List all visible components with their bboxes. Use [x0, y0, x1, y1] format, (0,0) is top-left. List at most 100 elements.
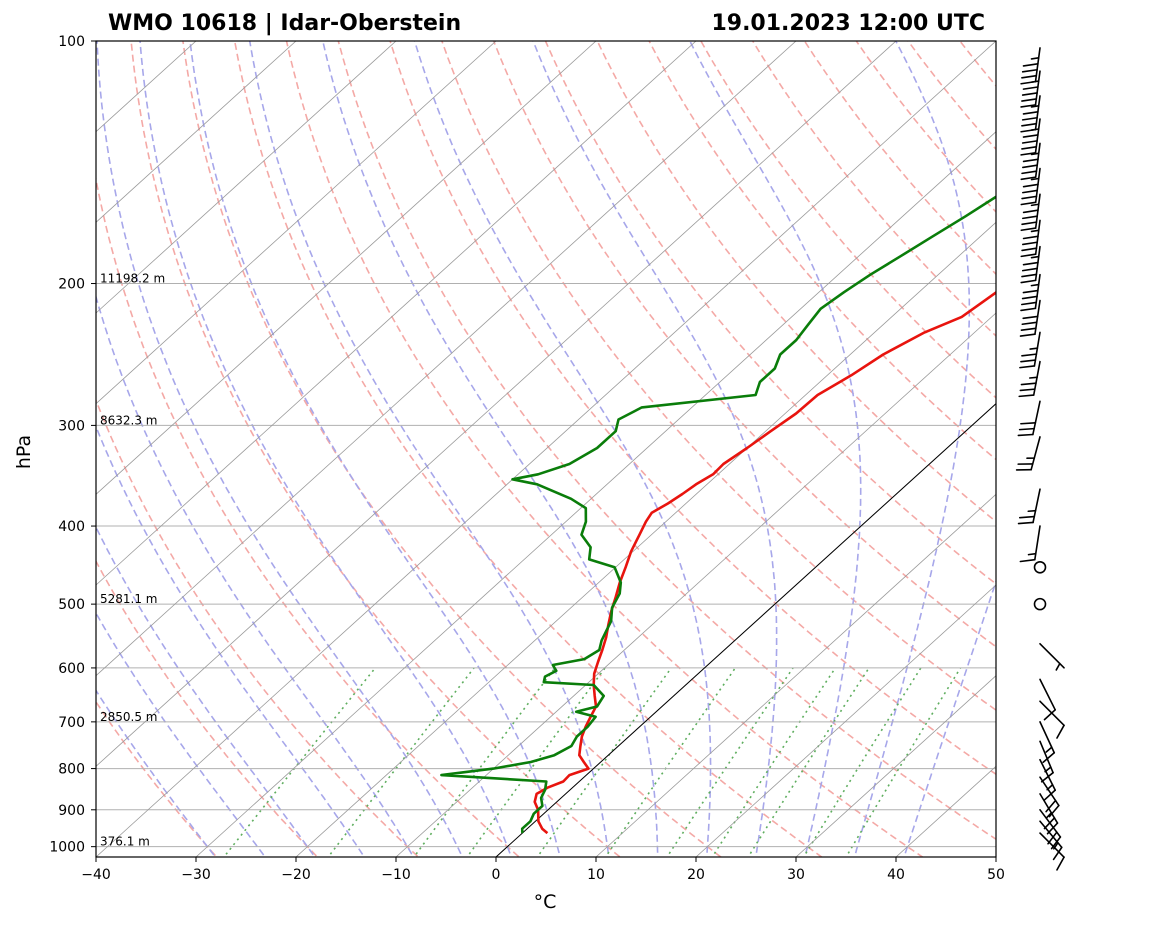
x-tick-label: 0	[492, 867, 501, 883]
moist-adiabat	[96, 41, 464, 857]
isotherm-line	[195, 131, 996, 857]
height-label: 5281.1 m	[100, 592, 158, 606]
mixing-ratio-line	[747, 667, 870, 857]
wind-barb	[1020, 245, 1041, 284]
moist-adiabat	[413, 41, 712, 857]
dry-adiabat	[285, 41, 925, 857]
x-tick-label: −10	[381, 867, 411, 883]
mixing-ratio-line	[802, 667, 922, 857]
dry-adiabat	[96, 175, 521, 857]
dry-adiabat	[441, 41, 996, 712]
wind-barb	[1039, 820, 1063, 861]
wind-barb	[1020, 118, 1041, 156]
wind-barb	[1033, 560, 1047, 574]
wind-barb	[1017, 488, 1041, 525]
mixing-ratio-line	[466, 667, 606, 857]
moist-adiabat	[689, 41, 862, 857]
isotherm-line	[96, 41, 897, 767]
plot-frame	[95, 40, 997, 858]
wind-barb	[1039, 832, 1065, 871]
y-tick-label: 500	[58, 597, 85, 613]
wind-barb	[1020, 95, 1041, 133]
isotherm-line	[96, 41, 996, 857]
wind-barb	[1039, 642, 1065, 671]
x-tick-label: 50	[987, 867, 1005, 883]
moist-adiabat	[248, 41, 610, 857]
profile-lines	[440, 195, 996, 835]
mixing-ratio-lines	[222, 667, 962, 857]
x-tick-label: 40	[887, 867, 905, 883]
wind-barb	[1039, 740, 1054, 783]
isotherm-line	[96, 41, 497, 405]
wind-barb	[1039, 776, 1060, 818]
x-tick-label: −20	[281, 867, 311, 883]
chart-title-station: WMO 10618 | Idar-Oberstein	[108, 11, 461, 36]
isotherm-line	[395, 312, 996, 857]
isotherm-line	[96, 41, 697, 586]
chart-title-datetime: 19.01.2023 12:00 UTC	[711, 11, 985, 36]
wind-barb	[1019, 299, 1041, 337]
y-tick-label: 800	[58, 762, 85, 778]
y-tick-label: 700	[58, 715, 85, 731]
y-axis-ticks: 100 200 300 400 500 600 700 800 900 1000	[49, 34, 96, 856]
y-tick-label: 200	[58, 277, 85, 293]
wind-barb	[1039, 721, 1056, 764]
wind-barb	[1018, 360, 1041, 398]
wind-barb	[1020, 142, 1041, 181]
dewpoint-profile	[440, 195, 996, 834]
zero-isotherm	[495, 402, 996, 857]
mixing-ratio-line	[711, 667, 837, 857]
isobar-grid	[96, 41, 996, 848]
plot-area	[96, 41, 996, 857]
moist-adiabat	[532, 41, 778, 857]
wind-barb	[1033, 597, 1047, 611]
wind-barb	[1015, 436, 1041, 471]
temperature-profile	[533, 290, 996, 835]
isotherm-line	[96, 41, 597, 495]
moist-adiabat	[96, 689, 217, 857]
wind-barb	[1017, 400, 1041, 437]
dry-adiabat	[699, 41, 996, 399]
mixing-ratio-line	[666, 667, 794, 857]
x-tick-label: −30	[181, 867, 211, 883]
moist-adiabat	[903, 579, 996, 857]
y-tick-label: 600	[58, 661, 85, 677]
dry-adiabat	[337, 41, 996, 841]
x-tick-label: 30	[787, 867, 805, 883]
wind-barb	[1020, 47, 1041, 85]
wind-barbs	[1015, 47, 1065, 871]
wind-barb	[1039, 678, 1057, 721]
mixing-ratio-line	[413, 667, 556, 857]
dry-adiabat	[233, 41, 824, 857]
y-axis-label: hPa	[13, 435, 35, 469]
mixing-ratio-line	[536, 667, 672, 857]
moist-adiabats	[96, 41, 996, 857]
x-axis-ticks: −40 −30 −20 −10 0 10 20 30 40 50	[81, 857, 1005, 883]
moist-adiabat	[96, 611, 267, 857]
mixing-ratio-line	[845, 667, 962, 857]
y-tick-label: 300	[58, 418, 85, 434]
moist-adiabat	[96, 525, 316, 857]
x-tick-label: 10	[587, 867, 605, 883]
isotherm-line	[595, 493, 996, 857]
dry-adiabat	[596, 41, 996, 523]
y-tick-label: 100	[58, 34, 85, 50]
isotherm-line	[695, 584, 996, 857]
moist-adiabat	[189, 41, 561, 857]
height-label: 376.1 m	[100, 835, 150, 849]
x-tick-label: −40	[81, 867, 111, 883]
wind-barb	[1039, 758, 1057, 801]
height-label: 8632.3 m	[100, 413, 158, 427]
dry-adiabat	[492, 41, 996, 648]
height-labels: 11198.2 m 8632.3 m 5281.1 m 2850.5 m 376.1 m	[100, 272, 165, 849]
wind-barb	[1020, 273, 1041, 312]
isotherm-line	[96, 41, 797, 677]
moist-adiabat	[322, 41, 659, 857]
height-label: 2850.5 m	[100, 710, 158, 724]
x-tick-label: 20	[687, 867, 705, 883]
moist-adiabat	[96, 294, 415, 857]
wind-barb	[1019, 331, 1041, 369]
wind-barb	[1020, 219, 1041, 258]
y-tick-label: 900	[58, 803, 85, 819]
